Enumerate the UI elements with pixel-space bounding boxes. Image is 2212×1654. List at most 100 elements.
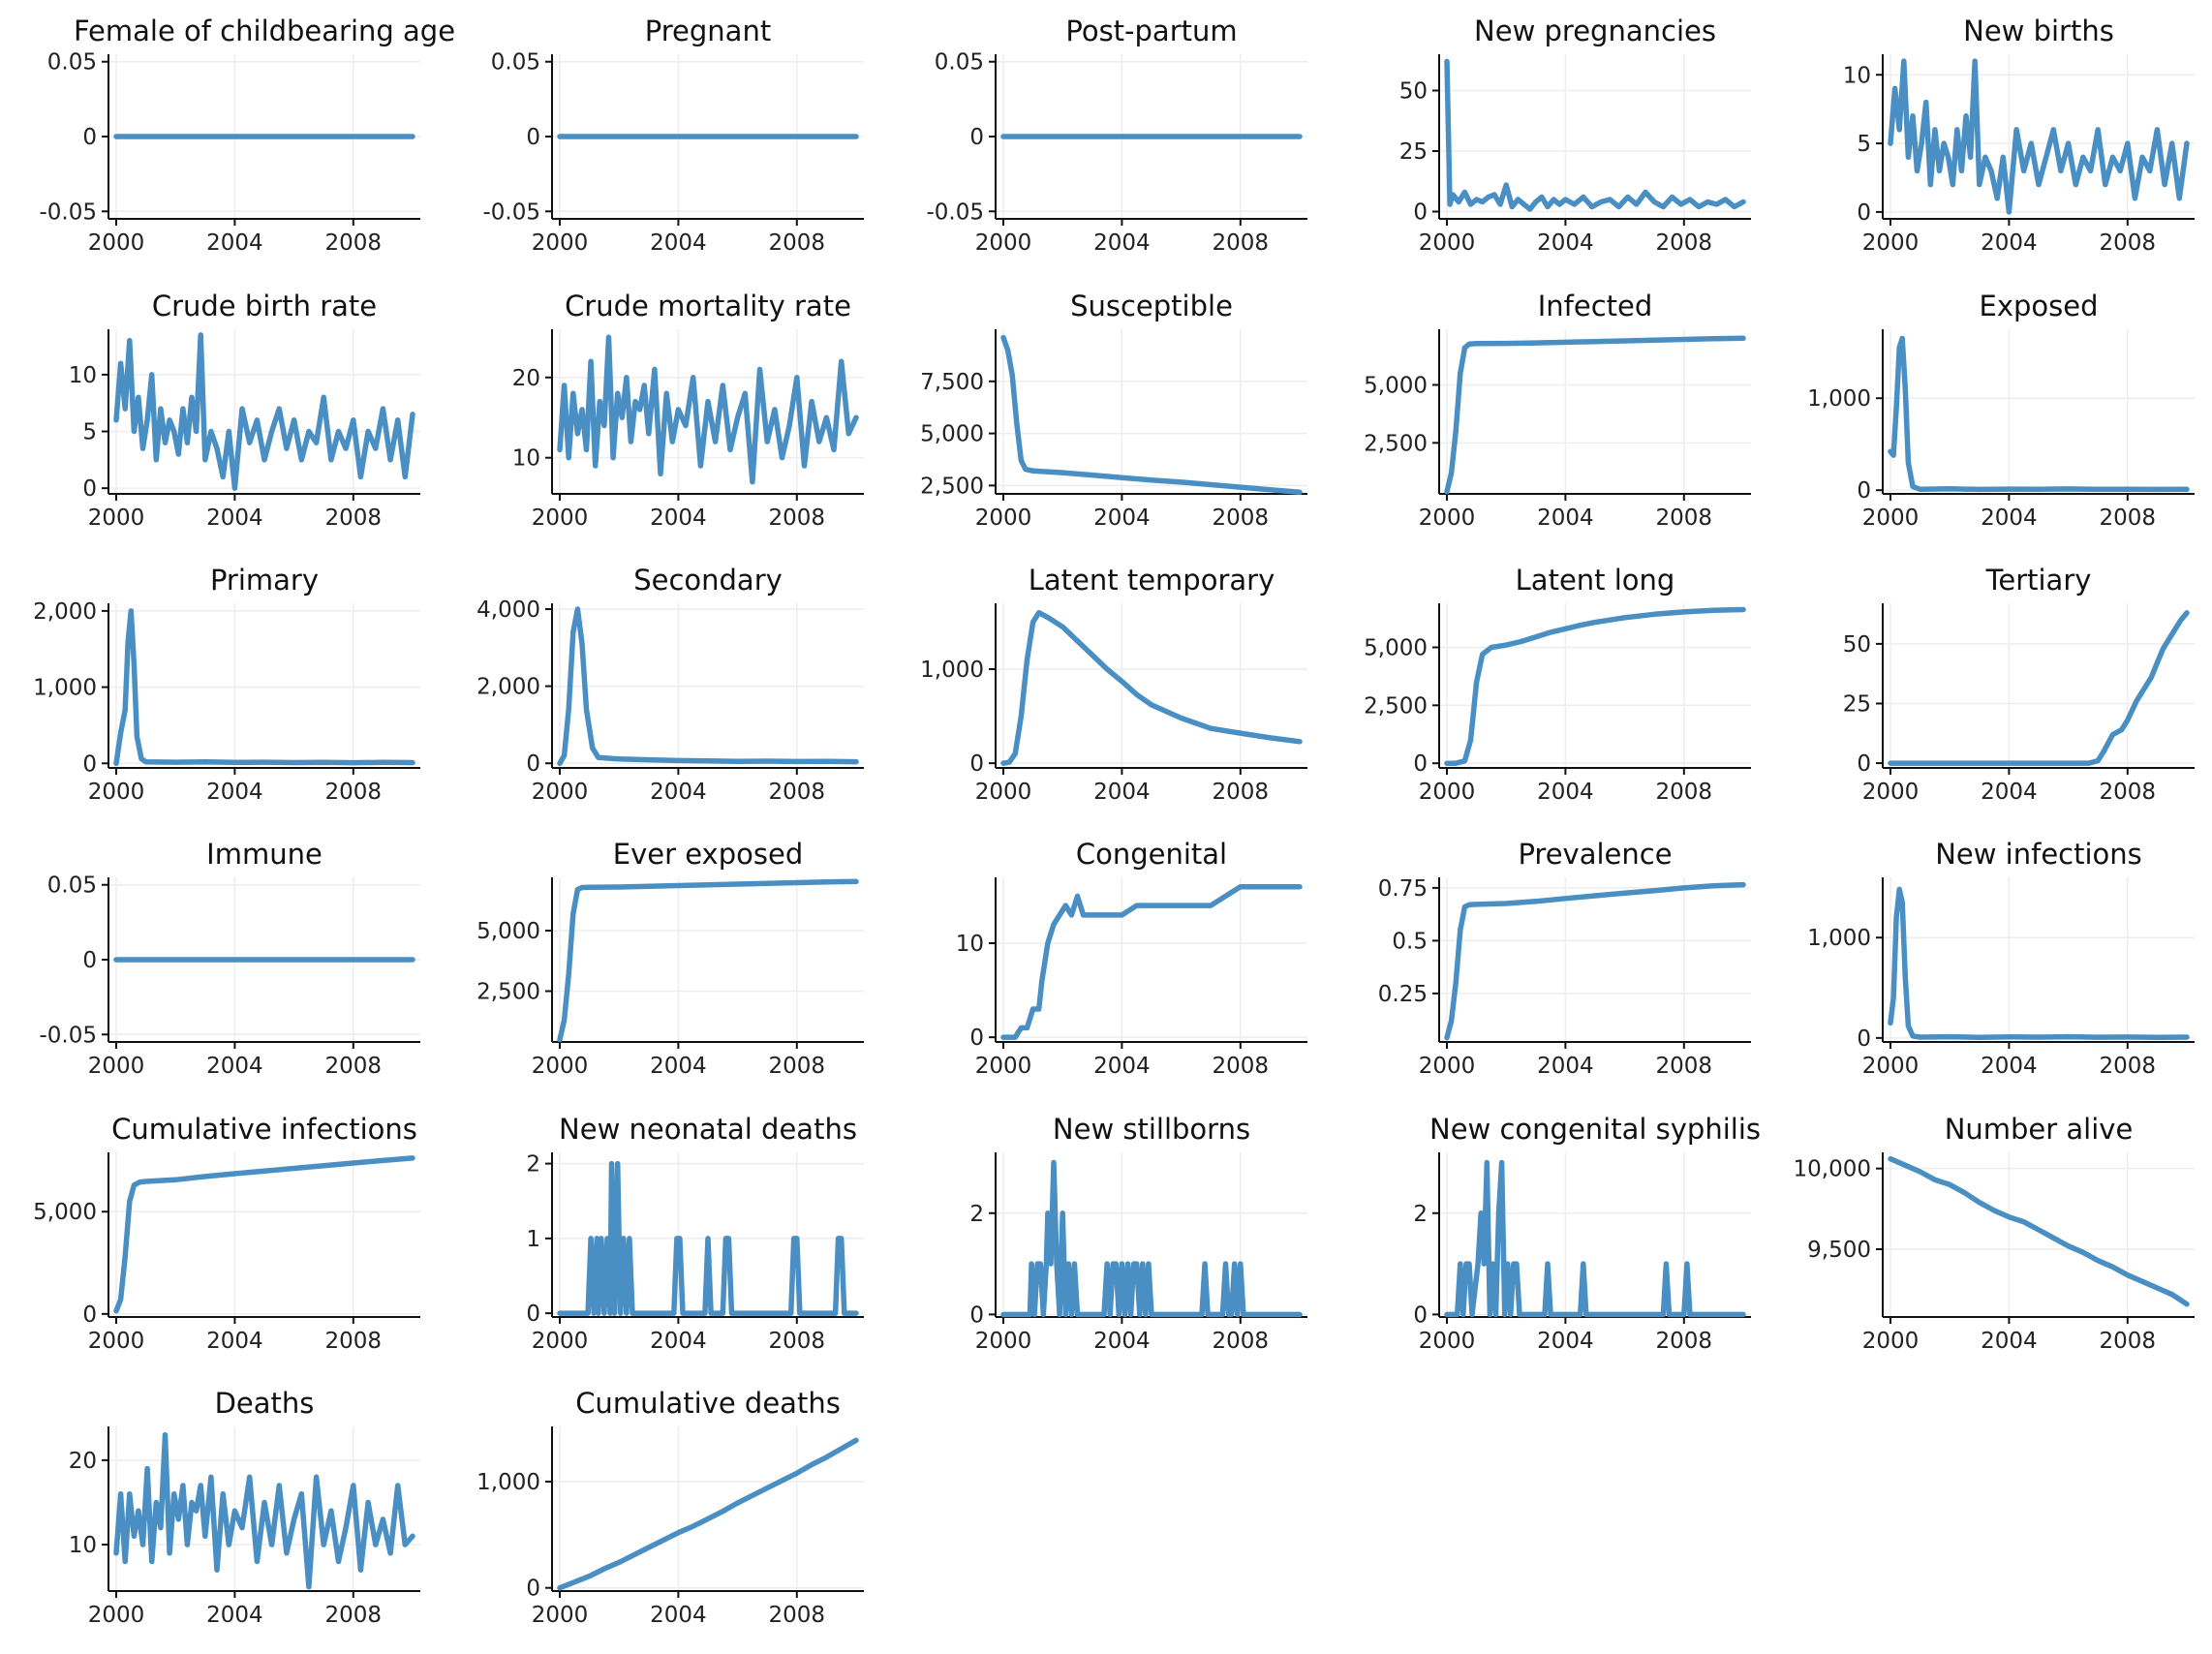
series-line-prevalence	[1444, 881, 1746, 1041]
x-tick-label: 2008	[325, 505, 383, 531]
x-tick-label: 2000	[532, 505, 589, 531]
y-tick-label: 0	[82, 948, 97, 973]
y-tick-label: 0.05	[47, 50, 97, 76]
series-line-new-congenital-syphilis	[1444, 1159, 1746, 1318]
series-line-cumulative-deaths	[557, 1437, 859, 1591]
y-tick-label: 25	[1843, 691, 1871, 717]
x-tick-label: 2004	[1093, 505, 1151, 531]
panel-latent-temporary: 2000 2004 2008 0 1,000 Latent temporary	[920, 564, 1307, 805]
series-line-new-pregnancies	[1444, 58, 1746, 212]
panel-new-stillborns: 2000 2004 2008 0 2 New stillborns	[969, 1113, 1307, 1354]
x-tick-label: 2000	[1419, 505, 1476, 531]
panel-title: Infected	[1538, 290, 1653, 322]
panel-title: Congenital	[1076, 838, 1227, 871]
y-tick-label: 0	[526, 1302, 540, 1327]
x-tick-label: 2004	[1093, 230, 1151, 256]
x-tick-label: 2000	[88, 1329, 145, 1354]
x-tick-label: 2008	[1213, 1329, 1270, 1354]
x-tick-label: 2004	[650, 1603, 707, 1628]
y-tick-label: 10,000	[1794, 1157, 1871, 1182]
x-tick-label: 2004	[206, 1054, 263, 1079]
y-tick-label: 2,000	[33, 599, 97, 625]
x-tick-label: 2008	[1213, 1054, 1270, 1079]
y-tick-label: 5,000	[476, 919, 540, 944]
x-tick-label: 2008	[2100, 505, 2157, 531]
y-tick-label: 2	[969, 1202, 984, 1227]
series-line-infected	[1444, 335, 1746, 495]
panel-ever-exposed: 2000 2004 2008 2,500 5,000 Ever exposed	[476, 838, 864, 1079]
panel-title: Female of childbearing age	[74, 15, 455, 47]
y-tick-label: 20	[512, 366, 540, 391]
x-tick-label: 2000	[88, 230, 145, 256]
panel-title: Pregnant	[645, 15, 771, 47]
y-tick-label: -0.05	[926, 199, 984, 225]
panel-pregnant: 2000 2004 2008 -0.05 0 0.05 Pregnant	[482, 15, 864, 256]
x-tick-label: 2004	[1093, 1329, 1151, 1354]
x-tick-label: 2008	[769, 780, 826, 805]
y-tick-label: 0	[969, 1302, 984, 1328]
panel-tertiary: 2000 2004 2008 0 25 50 Tertiary	[1843, 564, 2195, 805]
y-tick-label: 2	[526, 1152, 540, 1178]
panel-title: Cumulative deaths	[575, 1387, 841, 1420]
panel-title: Susceptible	[1070, 290, 1233, 322]
y-tick-label: 10	[69, 1533, 97, 1558]
y-tick-label: 0	[1413, 1302, 1428, 1328]
y-tick-label: 10	[69, 363, 97, 388]
y-tick-label: 5,000	[1364, 635, 1428, 660]
y-tick-label: 0	[1413, 200, 1428, 226]
x-tick-label: 2000	[1419, 1329, 1476, 1354]
series-line-susceptible	[1000, 334, 1303, 496]
y-tick-label: 0	[1857, 1026, 1871, 1052]
x-tick-label: 2000	[88, 1603, 145, 1628]
y-tick-label: 0	[82, 125, 97, 150]
panel-crude-mortality-rate: 2000 2004 2008 10 20 Crude mortality rate	[512, 290, 864, 531]
panel-exposed: 2000 2004 2008 0 1,000 Exposed	[1807, 290, 2195, 531]
y-tick-label: 0.05	[491, 50, 540, 76]
x-tick-label: 2008	[1213, 505, 1270, 531]
y-tick-label: 1,000	[476, 1470, 540, 1495]
y-tick-label: 10	[956, 932, 984, 957]
x-tick-label: 2008	[1213, 780, 1270, 805]
series-line-number-alive	[1888, 1155, 2190, 1307]
x-tick-label: 2008	[2100, 780, 2157, 805]
panel-title: Post-partum	[1065, 15, 1237, 47]
y-tick-label: 0	[526, 1577, 540, 1602]
series-line-new-neonatal-deaths	[557, 1160, 859, 1316]
x-tick-label: 2008	[1656, 1054, 1713, 1079]
x-tick-label: 2004	[206, 780, 263, 805]
x-tick-label: 2000	[1862, 1329, 1920, 1354]
y-tick-label: 5,000	[920, 422, 984, 447]
x-tick-label: 2008	[1213, 230, 1270, 256]
series-line-tertiary	[1888, 610, 2190, 766]
x-tick-label: 2004	[650, 1054, 707, 1079]
y-tick-label: 5	[1857, 132, 1871, 157]
x-tick-label: 2004	[650, 230, 707, 256]
x-tick-label: 2004	[1981, 1329, 2038, 1354]
x-tick-label: 2008	[769, 1329, 826, 1354]
panel-cumulative-infections: 2000 2004 2008 0 5,000 Cumulative infections	[33, 1113, 420, 1354]
panel-new-congenital-syphilis: 2000 2004 2008 0 2 New congenital syphilis	[1413, 1113, 1761, 1354]
panel-infected: 2000 2004 2008 2,500 5,000 Infected	[1364, 290, 1751, 531]
x-tick-label: 2008	[769, 1603, 826, 1628]
panel-secondary: 2000 2004 2008 0 2,000 4,000 Secondary	[476, 564, 864, 805]
x-tick-label: 2004	[206, 1603, 263, 1628]
y-tick-label: 0	[82, 1302, 97, 1328]
panel-title: Latent temporary	[1029, 564, 1275, 597]
y-tick-label: -0.05	[39, 1023, 97, 1048]
x-tick-label: 2000	[975, 1054, 1032, 1079]
series-line-ever-exposed	[557, 878, 859, 1043]
y-tick-label: 0	[1857, 200, 1871, 226]
y-tick-label: 1,000	[33, 676, 97, 701]
x-tick-label: 2004	[206, 505, 263, 531]
series-line-crude-mortality-rate	[557, 334, 859, 485]
x-tick-label: 2000	[1862, 1054, 1920, 1079]
y-tick-label: 0	[1857, 751, 1871, 777]
x-tick-label: 2004	[206, 1329, 263, 1354]
series-line-new-stillborns	[1000, 1159, 1303, 1318]
y-tick-label: 0.5	[1392, 929, 1428, 954]
x-tick-label: 2000	[1862, 230, 1920, 256]
y-tick-label: 5	[82, 420, 97, 445]
x-tick-label: 2000	[1419, 780, 1476, 805]
y-tick-label: 50	[1399, 79, 1428, 105]
panel-title: Exposed	[1980, 290, 2099, 322]
